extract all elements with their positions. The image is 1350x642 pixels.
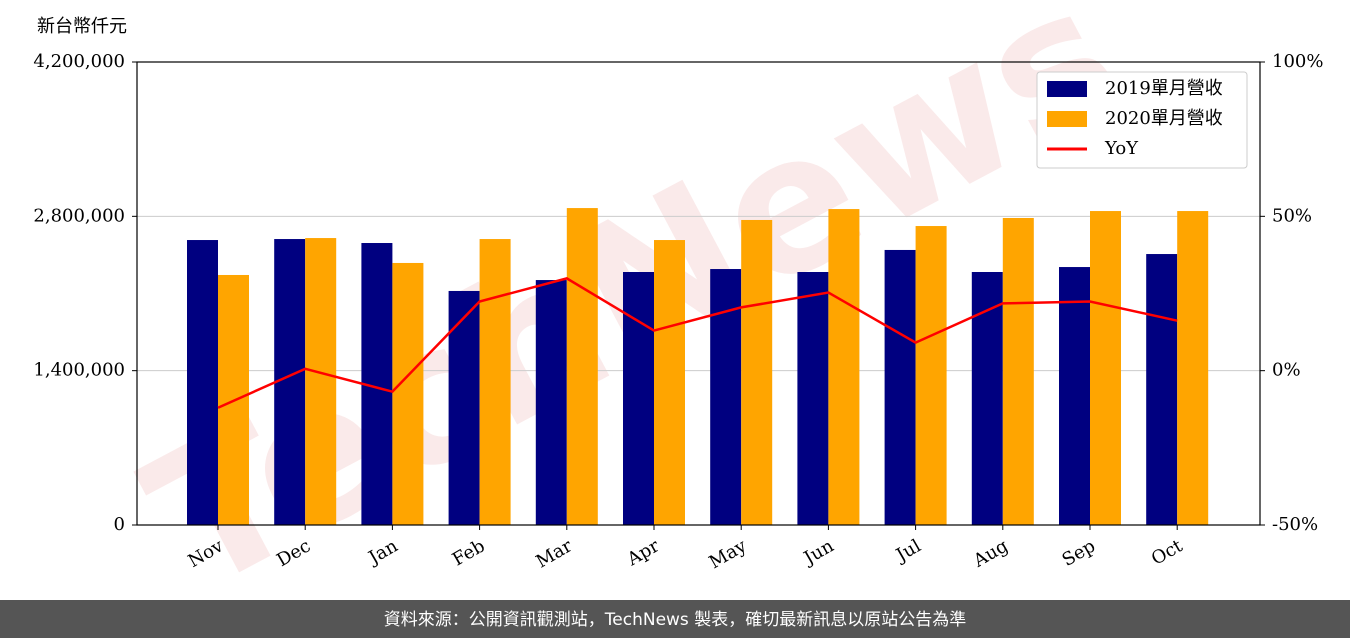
x-tick-label: Mar — [533, 535, 577, 572]
y-tick-label: 0 — [114, 514, 125, 535]
y2-tick-label: 0% — [1272, 360, 1301, 381]
y2-tick-label: 50% — [1272, 205, 1312, 226]
bar — [623, 272, 654, 525]
y2-tick-label: -50% — [1272, 514, 1318, 535]
x-tick-label: Aug — [969, 535, 1012, 572]
legend-label: YoY — [1104, 138, 1139, 159]
plot-frame — [136, 61, 1261, 526]
bar — [654, 240, 685, 525]
x-tick-label: Jul — [891, 535, 925, 567]
bar — [1177, 211, 1209, 525]
line — [217, 277, 1178, 409]
y-tick-label: 2,800,000 — [33, 205, 125, 226]
x-tick-label: Sep — [1059, 535, 1099, 570]
y-tick-label: 4,200,000 — [33, 51, 125, 72]
footer: 資料來源：公開資訊觀測站，TechNews 製表，確切最新訊息以原站公告為準 — [384, 610, 966, 630]
bar — [305, 238, 337, 525]
bar — [187, 240, 218, 525]
y-axis-label: 新台幣仟元 — [37, 16, 127, 37]
legend-swatch — [1047, 81, 1087, 97]
footer-bar — [0, 600, 1350, 638]
bar — [741, 219, 773, 525]
x-tick-label: Apr — [623, 535, 663, 570]
bar — [1002, 217, 1034, 525]
bar — [884, 249, 916, 526]
bar — [1059, 267, 1090, 525]
legend-label: 2019單月營收 — [1105, 78, 1223, 99]
bar — [797, 272, 829, 525]
bar — [1146, 254, 1178, 525]
x-tick-label: Feb — [449, 535, 489, 570]
bar — [479, 239, 511, 526]
legend-box — [1036, 71, 1248, 169]
legend-label: 2020單月營收 — [1105, 108, 1223, 129]
x-tick-label: May — [706, 535, 751, 573]
bar — [448, 290, 480, 525]
y2-tick-label: 100% — [1272, 51, 1323, 72]
bar — [274, 239, 306, 526]
bar — [566, 208, 598, 525]
y-tick-label: 1,400,000 — [33, 360, 125, 381]
bar — [915, 226, 947, 525]
bar — [1090, 211, 1121, 525]
x-tick-label: Jun — [799, 535, 838, 570]
bar — [392, 262, 424, 525]
bar — [828, 209, 860, 525]
legend-swatch — [1047, 111, 1087, 127]
bar — [535, 280, 567, 525]
x-tick-label: Oct — [1148, 535, 1187, 570]
